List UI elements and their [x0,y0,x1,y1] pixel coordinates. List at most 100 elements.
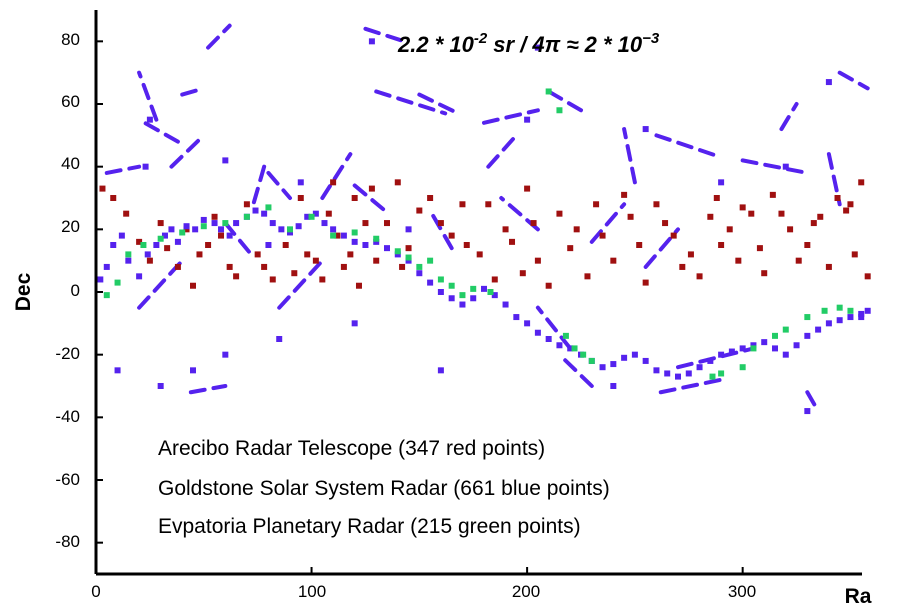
blue-point [545,336,552,342]
blue-point [610,361,617,368]
green-point [836,304,843,311]
red-point [567,245,574,252]
red-point [713,195,720,201]
green-point [580,351,587,358]
green-point [437,276,444,283]
green-point [222,220,229,227]
blue-track [137,117,180,144]
blue-point [405,257,412,264]
blue-track [779,102,799,132]
blue-point [782,163,789,170]
blue-track [837,70,870,91]
blue-point [136,273,143,280]
red-point [804,242,811,248]
green-point [427,257,434,264]
blue-point [858,314,865,321]
red-point [843,207,850,214]
blue-point [265,242,272,248]
blue-point [269,220,276,227]
blue-point [222,351,229,358]
green-point [487,289,494,295]
red-point [373,257,380,264]
blue-point [664,370,671,377]
blue-point [233,220,240,227]
legend-arecibo: Arecibo Radar Telescope (347 red points) [158,437,545,460]
blue-point [599,364,606,371]
green-point [125,251,132,258]
blue-point [373,238,380,245]
red-point [756,245,763,252]
y-tick-label: -60 [55,470,80,489]
red-point [405,245,412,252]
red-point [864,273,871,280]
red-point [825,263,832,270]
red-point [810,220,817,227]
y-tick-label: 20 [61,217,80,236]
blue-point [200,216,207,223]
blue-point [278,226,285,233]
blue-point [524,320,531,327]
green-point [351,229,358,236]
blue-track [658,377,724,395]
y-tick-label: 60 [61,92,80,111]
red-point [851,251,858,258]
blue-track [363,26,407,44]
blue-point [459,301,466,308]
green-point [405,254,412,261]
blue-track [352,183,387,213]
blue-point [103,263,110,270]
green-point [804,314,811,321]
blue-point [110,242,117,248]
blue-track [251,164,267,207]
x-tick-label: 200 [512,582,540,601]
blue-track [266,170,292,200]
blue-point [118,232,125,239]
red-point [416,207,423,214]
blue-point [772,345,778,352]
red-point [627,213,634,220]
red-point [399,263,406,270]
blue-point [642,126,649,133]
red-point [739,204,746,211]
blue-point [437,289,444,295]
green-point [750,345,757,352]
blue-point [804,332,811,339]
blue-track [740,158,810,175]
blue-point [394,251,401,258]
red-point [662,220,669,227]
blue-track [104,164,142,175]
red-point [748,210,755,217]
blue-point [858,310,865,317]
blue-point [524,116,531,123]
green-point [114,279,121,286]
red-point [696,273,703,280]
red-point [334,232,341,239]
red-point [218,232,225,239]
x-axis-title: Ra [845,585,872,608]
blue-point [97,276,104,283]
green-point [243,213,250,220]
blue-point [448,295,455,302]
red-point [196,251,203,258]
blue-point [761,339,768,346]
blue-point [427,279,434,286]
red-point [584,273,591,280]
red-point [164,245,171,252]
red-point [485,201,492,208]
red-point [834,195,841,201]
blue-point [534,44,541,51]
blue-point [384,245,390,252]
solid-angle-annotation: 2.2 * 10-2 sr / 4π ≈ 2 * 10−3 [397,30,660,57]
red-point [679,263,686,270]
blue-track [482,108,540,125]
red-point [157,220,164,227]
green-point [470,285,477,292]
green-point [545,88,552,95]
blue-track [622,127,637,185]
blue-track [180,86,206,97]
red-point [707,213,714,220]
blue-point [750,342,757,349]
blue-point [728,348,735,355]
red-point [509,238,516,245]
blue-point [340,232,347,239]
